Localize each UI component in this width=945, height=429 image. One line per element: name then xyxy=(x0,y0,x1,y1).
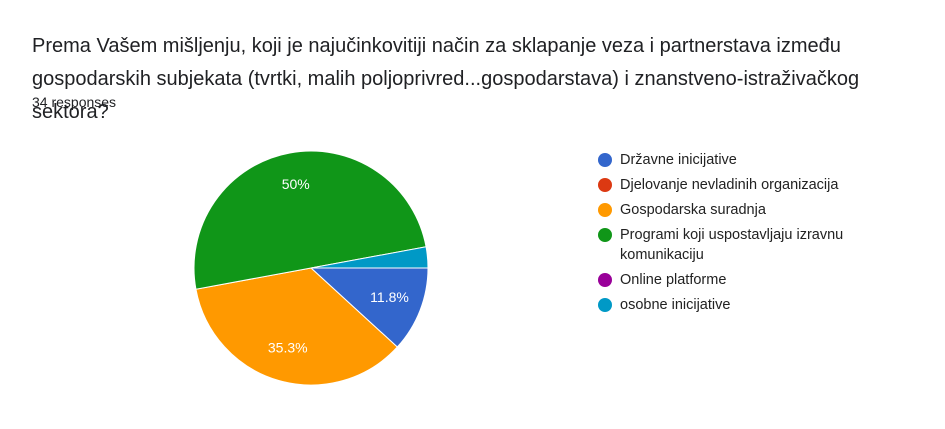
pie-chart: 11.8% 35.3% 50% xyxy=(193,150,429,386)
legend-swatch xyxy=(598,228,612,242)
chart-title: Prema Vašem mišljenju, koji je najučinko… xyxy=(32,35,860,123)
legend-label: Gospodarska suradnja xyxy=(620,202,766,218)
legend-swatch xyxy=(598,203,612,217)
legend-swatch xyxy=(598,153,612,167)
pie-slice xyxy=(309,267,429,348)
legend: Državne inicijative Djelovanje nevladinih… xyxy=(598,150,888,320)
legend-label: osobne inicijative xyxy=(620,297,731,313)
legend-swatch xyxy=(598,273,612,287)
legend-item: Djelovanje nevladinih organizacija xyxy=(598,175,888,195)
response-count: 34 responses xyxy=(32,94,117,110)
slice-label: 35.3% xyxy=(268,340,308,356)
legend-item: Programi koji uspostavljaju izravnu komu… xyxy=(598,225,888,265)
legend-item: osobne inicijative xyxy=(598,295,888,315)
slice-label: 50% xyxy=(282,176,310,192)
pie-slice xyxy=(195,267,398,386)
legend-label: Online platforme xyxy=(620,272,727,288)
legend-swatch xyxy=(598,178,612,192)
legend-label: Djelovanje nevladinih organizacija xyxy=(620,177,839,193)
legend-item: Online platforme xyxy=(598,270,888,290)
pie-slice xyxy=(310,246,429,269)
legend-label: Programi koji uspostavljaju izravnu komu… xyxy=(620,227,844,263)
pie-slice xyxy=(193,150,427,290)
slice-label: 11.8% xyxy=(370,289,409,305)
legend-item: Državne inicijative xyxy=(598,150,888,170)
legend-swatch xyxy=(598,298,612,312)
legend-label: Državne inicijative xyxy=(620,152,737,168)
legend-item: Gospodarska suradnja xyxy=(598,200,888,220)
